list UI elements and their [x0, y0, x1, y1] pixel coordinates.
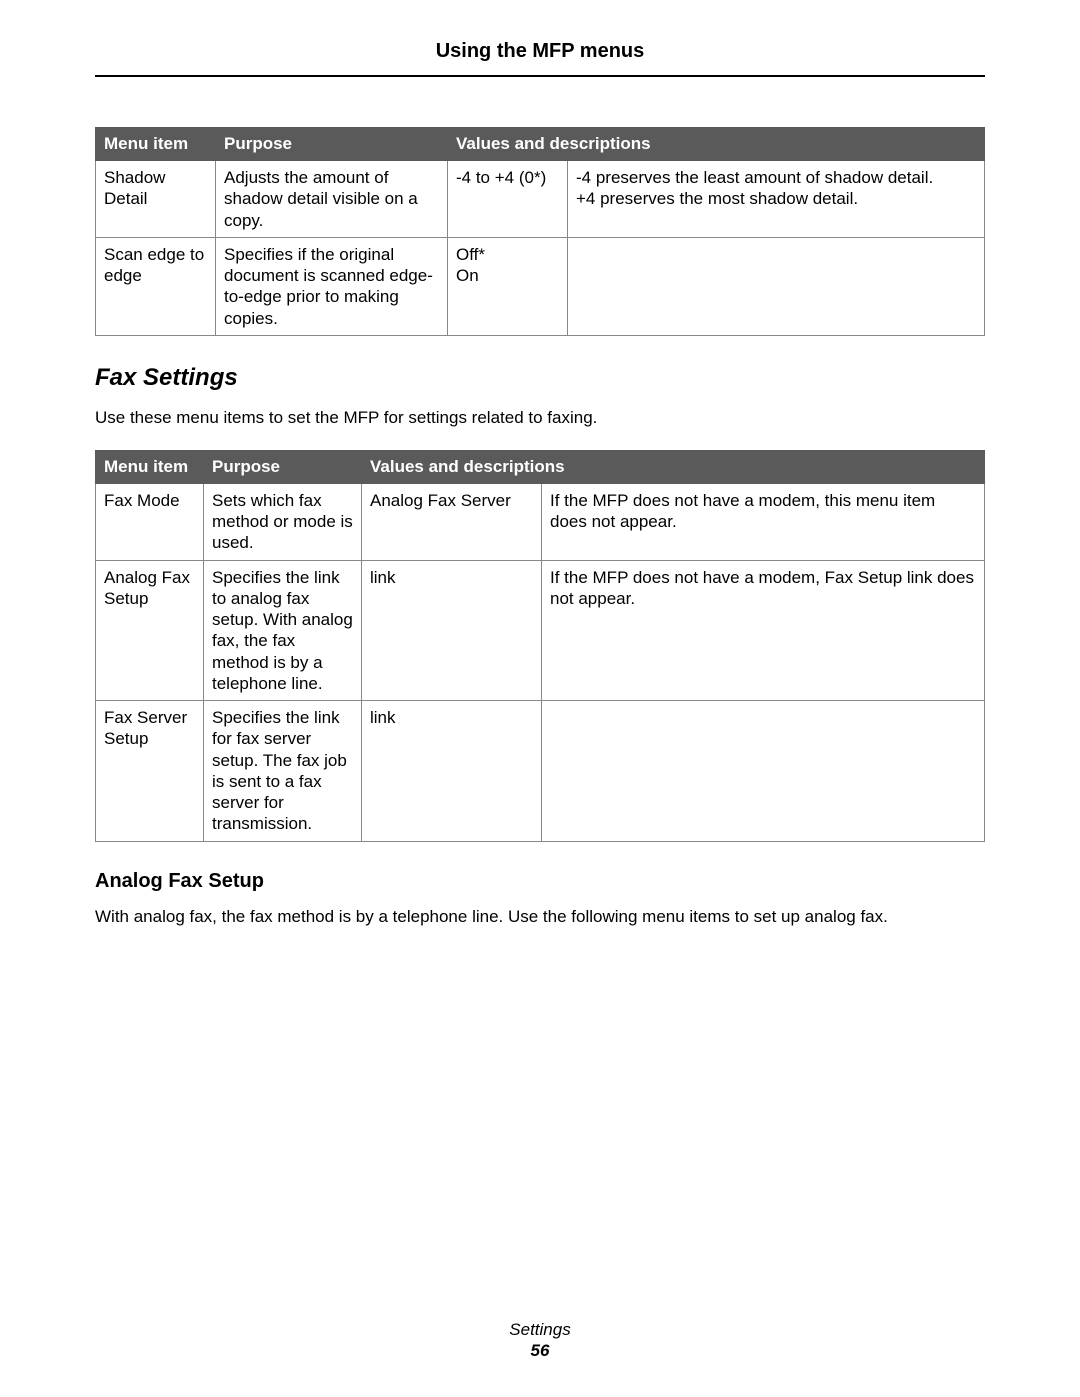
cell-value: Analog Fax Server [362, 483, 542, 560]
analog-fax-heading: Analog Fax Setup [95, 870, 985, 893]
header-divider [95, 75, 985, 77]
table-row: Scan edge to edge Specifies if the origi… [96, 237, 985, 335]
table-row: Fax Server Setup Specifies the link for … [96, 701, 985, 842]
col-purpose: Purpose [216, 128, 448, 161]
cell-value: link [362, 560, 542, 701]
page-title: Using the MFP menus [95, 40, 985, 63]
table-row: Analog Fax Setup Specifies the link to a… [96, 560, 985, 701]
cell-menu-item: Analog Fax Setup [96, 560, 204, 701]
footer-page-number: 56 [0, 1341, 1080, 1361]
cell-description: If the MFP does not have a modem, this m… [542, 483, 985, 560]
col-menu-item: Menu item [96, 128, 216, 161]
table-row: Shadow Detail Adjusts the amount of shad… [96, 161, 985, 238]
col-purpose: Purpose [204, 450, 362, 483]
value-line: Off* [456, 244, 559, 265]
desc-line: +4 preserves the most shadow detail. [576, 188, 976, 209]
cell-value: Off* On [448, 237, 568, 335]
cell-purpose: Adjusts the amount of shadow detail visi… [216, 161, 448, 238]
cell-purpose: Specifies the link for fax server setup.… [204, 701, 362, 842]
cell-description: If the MFP does not have a modem, Fax Se… [542, 560, 985, 701]
cell-menu-item: Fax Mode [96, 483, 204, 560]
fax-settings-table: Menu item Purpose Values and description… [95, 450, 985, 842]
table-header-row: Menu item Purpose Values and description… [96, 450, 985, 483]
cell-purpose: Specifies the link to analog fax setup. … [204, 560, 362, 701]
cell-menu-item: Shadow Detail [96, 161, 216, 238]
desc-line: -4 preserves the least amount of shadow … [576, 167, 976, 188]
cell-purpose: Specifies if the original document is sc… [216, 237, 448, 335]
cell-description: -4 preserves the least amount of shadow … [568, 161, 985, 238]
cell-menu-item: Scan edge to edge [96, 237, 216, 335]
col-values: Values and descriptions [362, 450, 985, 483]
cell-menu-item: Fax Server Setup [96, 701, 204, 842]
copy-settings-table: Menu item Purpose Values and description… [95, 127, 985, 336]
page-header: Using the MFP menus [95, 40, 985, 63]
analog-fax-intro: With analog fax, the fax method is by a … [95, 907, 985, 927]
cell-value: -4 to +4 (0*) [448, 161, 568, 238]
col-menu-item: Menu item [96, 450, 204, 483]
fax-settings-intro: Use these menu items to set the MFP for … [95, 408, 985, 428]
fax-settings-heading: Fax Settings [95, 364, 985, 392]
footer-label: Settings [0, 1319, 1080, 1341]
value-line: On [456, 265, 559, 286]
cell-purpose: Sets which fax method or mode is used. [204, 483, 362, 560]
table-row: Fax Mode Sets which fax method or mode i… [96, 483, 985, 560]
page-content: Using the MFP menus Menu item Purpose Va… [0, 0, 1080, 927]
cell-description [568, 237, 985, 335]
cell-value: link [362, 701, 542, 842]
table-header-row: Menu item Purpose Values and description… [96, 128, 985, 161]
page-footer: Settings 56 [0, 1319, 1080, 1361]
cell-description [542, 701, 985, 842]
col-values: Values and descriptions [448, 128, 985, 161]
